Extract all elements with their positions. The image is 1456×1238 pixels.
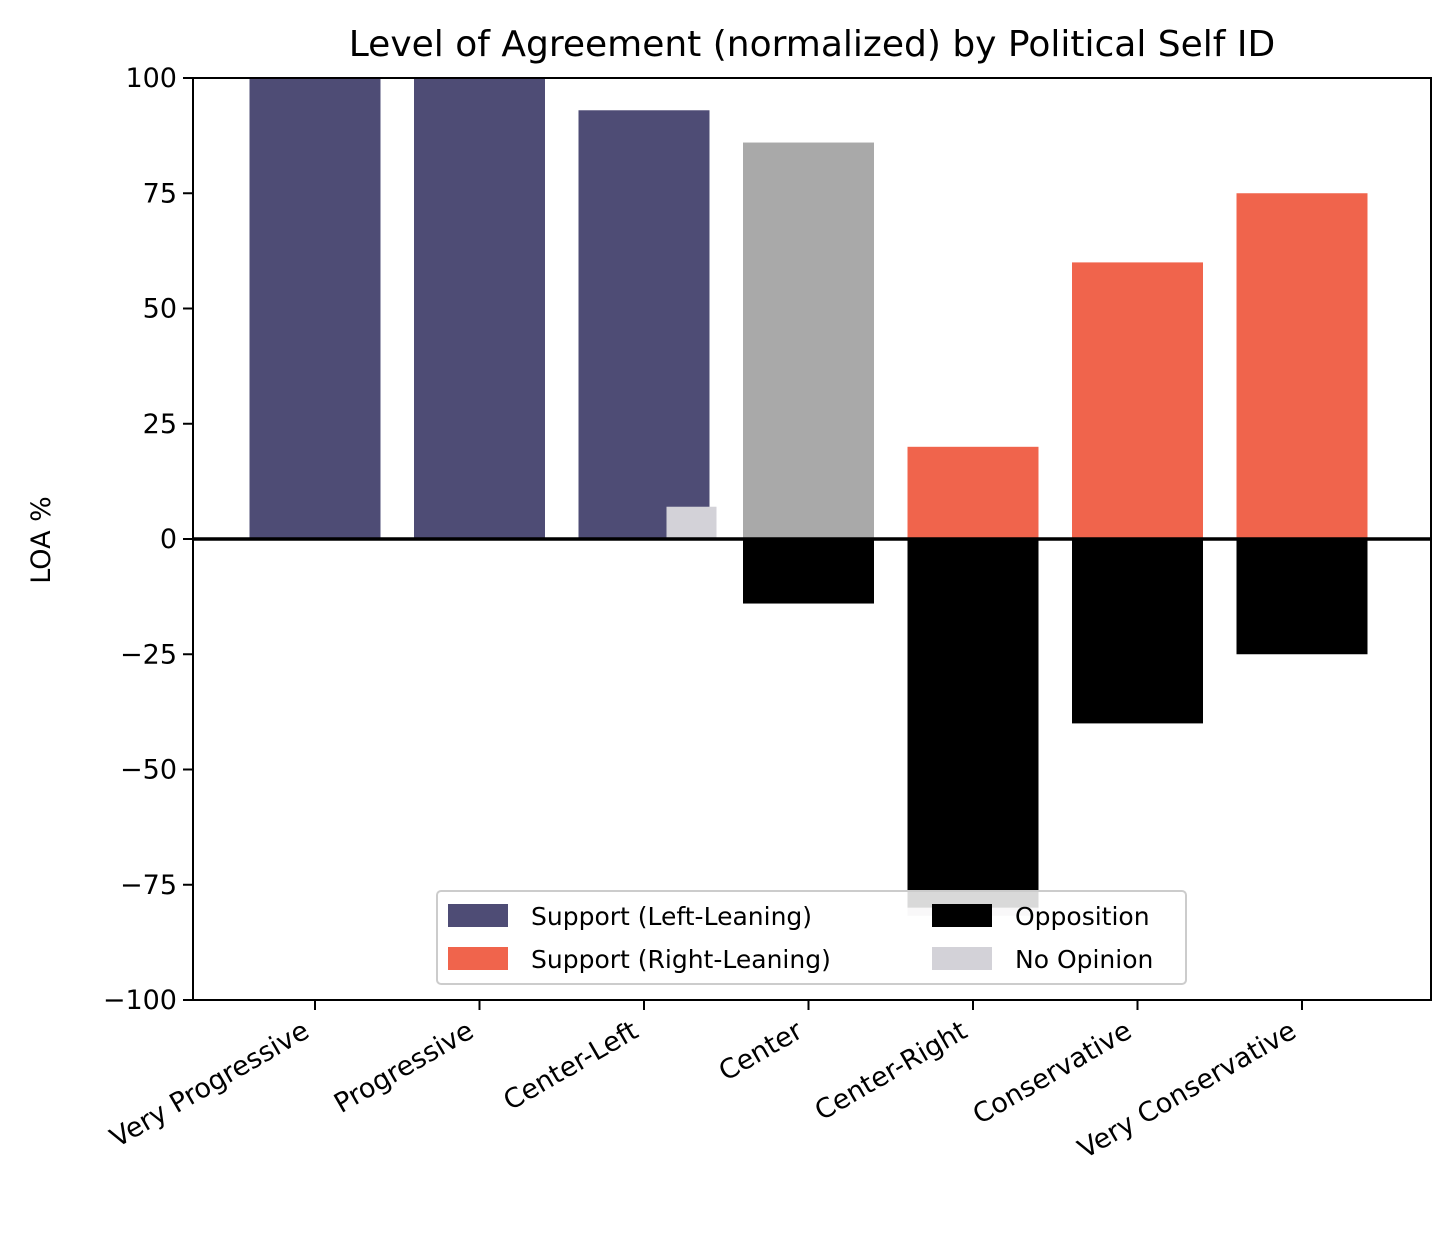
bar-support-very-progressive xyxy=(249,78,381,539)
bar-no-opinion-center-left xyxy=(666,506,717,539)
x-tick-label: Center-Left xyxy=(498,1015,643,1117)
y-tick-label: 50 xyxy=(143,294,177,325)
y-tick-label: 75 xyxy=(143,178,177,209)
y-axis: 100 75 50 25 0 −25 −50 −75 −100 xyxy=(103,63,193,1016)
legend-swatch-left xyxy=(448,904,508,927)
y-tick-label: −75 xyxy=(120,870,177,901)
y-tick-label: −25 xyxy=(120,639,177,670)
bar-opposition-center-right xyxy=(907,539,1039,908)
y-tick-label: −100 xyxy=(103,985,177,1016)
bar-opposition-center xyxy=(743,539,874,604)
y-axis-label: LOA % xyxy=(26,496,57,584)
bar-support-center xyxy=(743,142,874,540)
bar-support-center-left xyxy=(578,110,710,540)
legend: Support (Left-Leaning) Opposition Support … xyxy=(436,890,1187,985)
y-tick-label: 0 xyxy=(160,524,177,555)
legend-label-opposition: Opposition xyxy=(1015,902,1150,931)
x-axis: Very Progressive Progressive Center-Left Ce… xyxy=(105,1000,1303,1165)
y-tick-label: 100 xyxy=(125,63,177,94)
chart-title: Level of Agreement (normalized) by Polit… xyxy=(349,24,1276,65)
legend-label-left: Support (Left-Leaning) xyxy=(531,902,812,931)
bar-opposition-very-conservative xyxy=(1236,539,1368,655)
legend-swatch-no-opinion xyxy=(932,947,992,970)
legend-swatch-opposition xyxy=(932,904,992,927)
legend-box xyxy=(436,890,1187,985)
y-tick-label: −50 xyxy=(120,755,177,786)
x-tick-label: Very Progressive xyxy=(105,1015,314,1154)
x-tick-label: Conservative xyxy=(968,1015,1137,1131)
y-tick-label: 25 xyxy=(143,409,177,440)
bar-support-very-conservative xyxy=(1236,193,1368,539)
bar-support-center-right xyxy=(907,446,1039,539)
x-tick-label: Center xyxy=(714,1015,809,1088)
legend-label-no-opinion: No Opinion xyxy=(1015,945,1153,974)
plot-area xyxy=(193,78,1431,916)
bar-support-progressive xyxy=(414,78,545,539)
legend-label-right: Support (Right-Leaning) xyxy=(531,945,831,974)
bar-opposition-conservative xyxy=(1072,539,1203,724)
x-tick-label: Progressive xyxy=(329,1015,479,1120)
bar-support-conservative xyxy=(1072,262,1203,539)
legend-swatch-right xyxy=(448,947,508,970)
x-tick-label: Center-Right xyxy=(810,1015,973,1127)
